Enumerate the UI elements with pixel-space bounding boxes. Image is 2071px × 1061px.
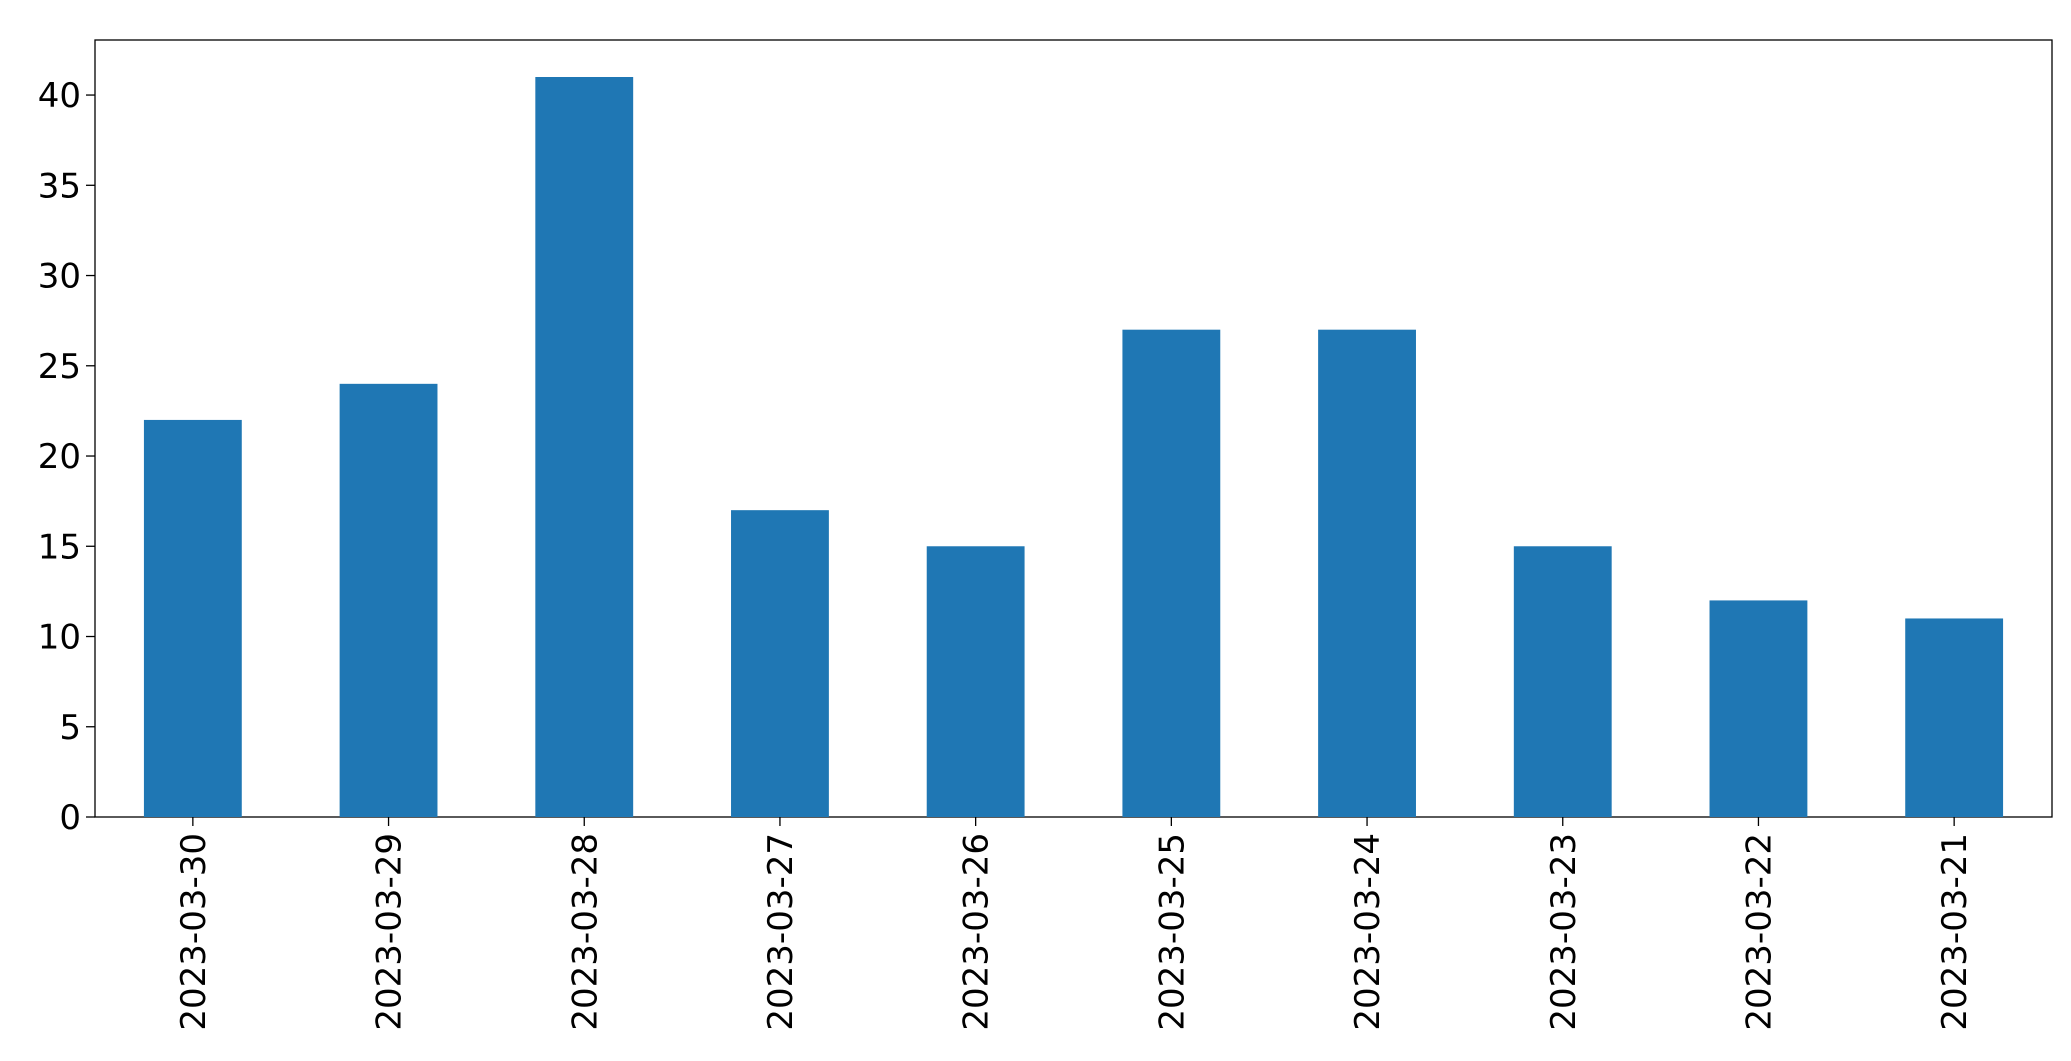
bar <box>1709 600 1808 817</box>
bar <box>1905 618 2004 817</box>
y-tick-label: 15 <box>38 527 81 567</box>
bar <box>1513 546 1612 817</box>
y-tick-label: 5 <box>59 708 81 748</box>
bar <box>731 510 829 817</box>
x-tick-label: 2023-03-28 <box>565 833 605 1031</box>
x-tick-label: 2023-03-23 <box>1544 833 1584 1031</box>
bar <box>143 419 242 817</box>
x-tick-label: 2023-03-21 <box>1935 833 1975 1031</box>
x-tick-label: 2023-03-22 <box>1739 833 1779 1031</box>
x-tick-label: 2023-03-27 <box>761 833 801 1031</box>
y-tick-label: 20 <box>38 437 81 477</box>
bar <box>1318 329 1416 817</box>
bar <box>1122 329 1221 817</box>
axes-frame <box>94 39 2053 818</box>
bar <box>926 546 1025 817</box>
x-tick-label: 2023-03-29 <box>370 833 410 1031</box>
bar <box>339 383 438 817</box>
x-tick-label: 2023-03-25 <box>1152 833 1192 1031</box>
y-tick-label: 30 <box>38 257 81 297</box>
x-tick-label: 2023-03-24 <box>1348 833 1388 1031</box>
y-tick-label: 40 <box>38 76 81 116</box>
x-tick-label: 2023-03-26 <box>957 833 997 1031</box>
y-tick-label: 35 <box>38 166 81 206</box>
x-tick-label: 2023-03-30 <box>174 833 214 1031</box>
y-tick-label: 25 <box>38 347 81 387</box>
y-tick-label: 0 <box>59 798 81 838</box>
y-tick-label: 10 <box>38 618 81 658</box>
bar <box>535 77 634 817</box>
